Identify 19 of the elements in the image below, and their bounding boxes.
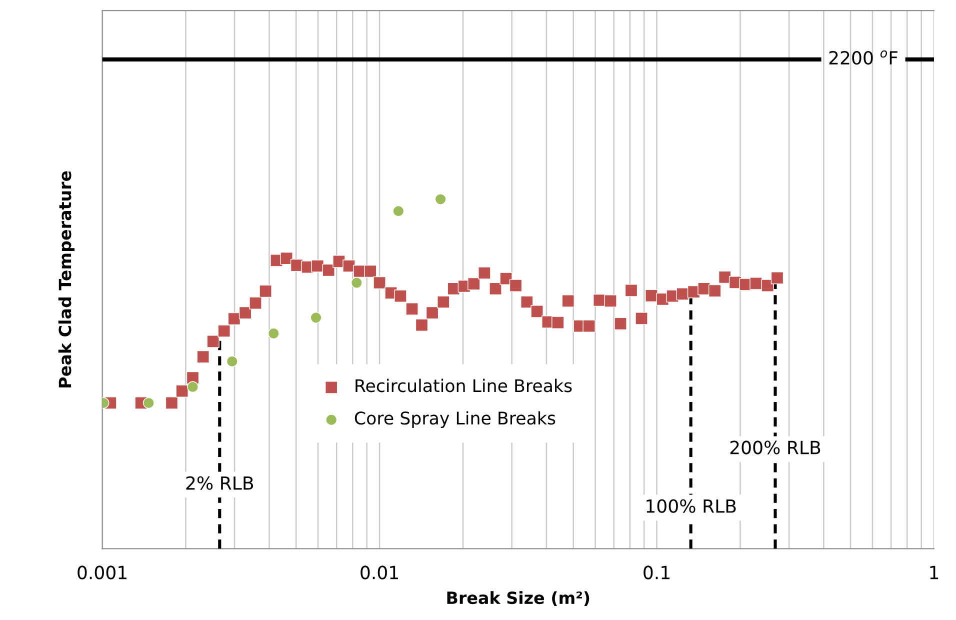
ref-line-label: 2200 $^{o}$F <box>829 50 898 65</box>
x-tick-label: 1 <box>930 566 938 580</box>
ref-line-label: 2% RLB <box>186 476 254 490</box>
point <box>310 312 322 324</box>
point <box>350 277 362 288</box>
point <box>434 194 446 205</box>
y-axis-title: Peak Clad Temperature <box>58 171 75 388</box>
point <box>268 328 280 340</box>
x-tick-label: 0.1 <box>644 566 670 580</box>
x-tick-label: 0.001 <box>78 566 126 580</box>
point <box>392 205 404 217</box>
point <box>226 356 238 368</box>
point <box>142 397 154 409</box>
legend-label: Recirculation Line Breaks <box>356 378 572 392</box>
ref-line-label: 200% RLB <box>730 440 820 454</box>
ref-line-label: 100% RLB <box>646 499 736 513</box>
x-tick-label: 0.01 <box>360 566 398 580</box>
legend-label: Core Spray Line Breaks <box>354 411 556 428</box>
x-axis-title: Break Size (m²) <box>447 591 590 606</box>
